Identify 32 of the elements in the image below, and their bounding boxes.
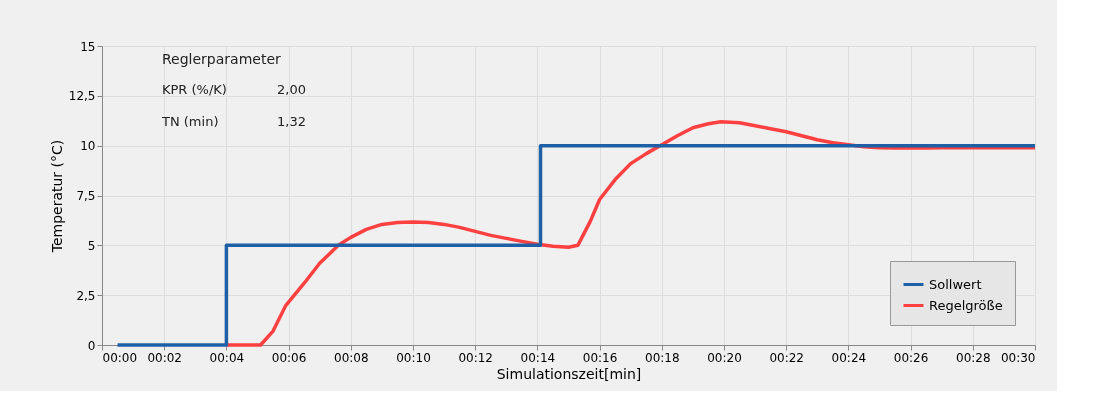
y-axis-title: Temperatur (°C): [48, 139, 65, 254]
x-tick-label: 00:28: [956, 350, 991, 365]
x-tick-label: 00:12: [458, 350, 493, 365]
y-tick-label: 15: [80, 39, 96, 54]
annotation: 2,00: [277, 82, 306, 97]
y-tick-label: 2,5: [76, 288, 96, 303]
x-tick-label: 00:04: [209, 350, 245, 365]
x-tick-label: 00:14: [520, 350, 556, 365]
x-axis-title: Simulationszeit[min]: [496, 365, 642, 382]
y-tick-label: 12,5: [68, 89, 96, 104]
annotation: KPR (%/K): [162, 82, 227, 97]
legend-label: Regelgröße: [929, 297, 1003, 313]
x-tick-label: 00:08: [334, 350, 369, 365]
x-tick-label: 00:16: [582, 350, 618, 365]
x-tick-label: 00:24: [831, 350, 867, 365]
y-tick-label: 5: [87, 238, 96, 253]
x-tick-label: 00:18: [645, 350, 680, 365]
x-tick-label: 00:10: [396, 350, 431, 365]
x-tick-label: 00:30: [1000, 350, 1036, 365]
x-tick-label: 00:22: [769, 350, 804, 365]
x-tick-label: 00:20: [707, 350, 742, 365]
x-tick-label: 00:00: [102, 350, 138, 365]
x-tick-label: 00:06: [271, 350, 307, 365]
x-tick-label: 00:02: [147, 350, 182, 365]
y-tick-label: 10: [80, 139, 96, 154]
annotation: 1,32: [277, 114, 306, 129]
y-tick-label: 7,5: [76, 189, 96, 203]
annotation: TN (min): [161, 114, 219, 129]
x-tick-label: 00:26: [893, 350, 929, 365]
y-tick-label: 0: [87, 338, 96, 353]
legend-label: Sollwert: [929, 276, 982, 292]
annotation: Reglerparameter: [162, 51, 282, 67]
